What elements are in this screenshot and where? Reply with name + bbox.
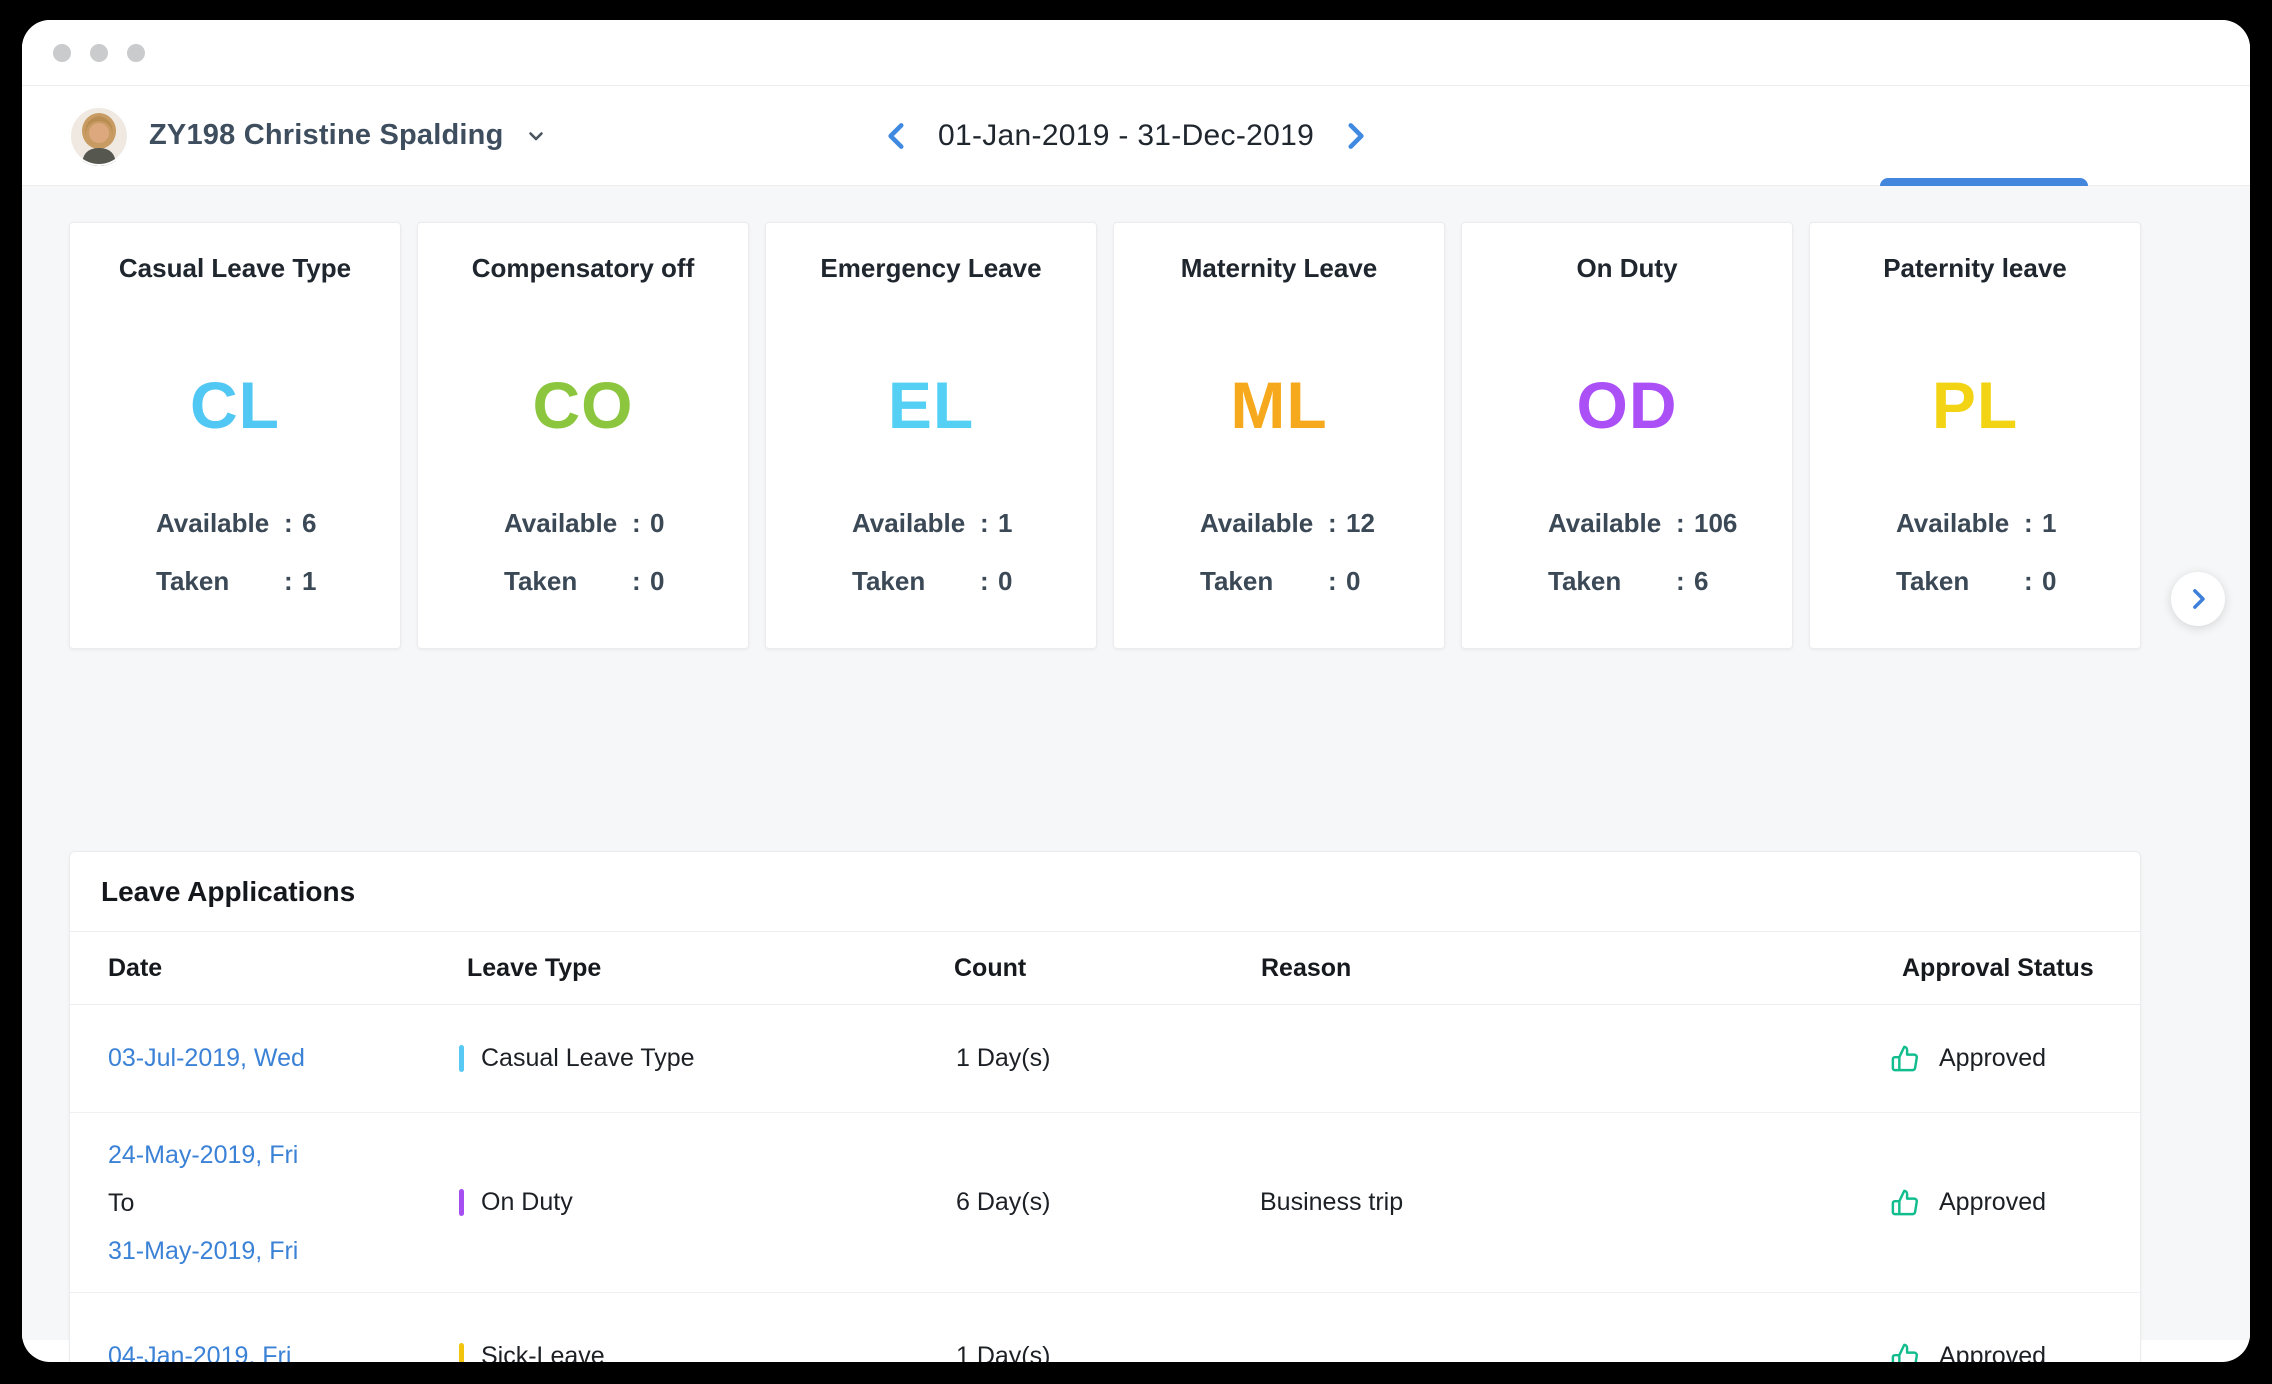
taken-value: 0 [1346, 566, 1361, 596]
available-value: 1 [998, 508, 1013, 538]
approval-status: Approved [1889, 1293, 2046, 1362]
leave-card-title: On Duty [1576, 253, 1678, 283]
leave-date-link[interactable]: 04-Jan-2019, Fri [108, 1341, 292, 1363]
leave-card-onduty: On Duty OD Available:106 Taken:6 [1461, 222, 1793, 649]
window-controls [53, 20, 145, 85]
chevron-right-icon [2193, 589, 2205, 609]
taken-label: Taken [156, 566, 230, 596]
column-header-approval-status: Approval Status [1902, 953, 2094, 982]
taken-label: Taken [1200, 566, 1274, 596]
next-period-button[interactable] [1338, 119, 1372, 153]
employee-name: ZY198 Christine Spalding [149, 119, 504, 151]
leave-card-title: Emergency Leave [820, 253, 1042, 283]
available-label: Available [156, 508, 270, 538]
cards-next-button[interactable] [2171, 572, 2225, 626]
leave-applications-panel: Leave Applications Date Leave Type Count… [69, 851, 2141, 1362]
leave-card-maternity: Maternity Leave ML Available:12 Taken:0 [1113, 222, 1445, 649]
window-control-dot [127, 43, 145, 62]
taken-label: Taken [1548, 566, 1622, 596]
table-row: 03-Jul-2019, Wed Casual Leave Type 1 Day… [70, 1005, 2140, 1113]
taken-label: Taken [852, 566, 926, 596]
employee-selector[interactable]: ZY198 Christine Spalding [69, 86, 548, 185]
leave-type-color-bar [459, 1189, 464, 1216]
window-control-dot [90, 43, 108, 62]
leave-card-title: Casual Leave Type [118, 253, 352, 283]
column-header-date: Date [108, 953, 163, 982]
leave-card-casual: Casual Leave Type CL Available:6 Taken:1 [69, 222, 401, 649]
column-header-leave-type: Leave Type [467, 953, 602, 982]
leave-date-link[interactable]: 03-Jul-2019, Wed [108, 1044, 305, 1072]
available-label: Available [1548, 508, 1662, 538]
taken-value: 1 [302, 566, 317, 596]
approval-status-label: Approved [1939, 1044, 2047, 1072]
column-header-count: Count [954, 953, 1027, 982]
leave-card-title: Paternity leave [1883, 253, 2067, 283]
app-header: ZY198 Christine Spalding 01-Jan-2019 - 3… [22, 86, 2250, 226]
leave-date-link[interactable]: 31-May-2019, Fri [108, 1236, 299, 1265]
available-value: 0 [650, 508, 665, 538]
leave-card-abbr: PL [1931, 368, 2019, 442]
available-value: 106 [1694, 508, 1738, 538]
taken-label: Taken [504, 566, 578, 596]
taken-value: 0 [650, 566, 665, 596]
leave-type-label: Sick-Leave [481, 1341, 605, 1363]
leave-type-label: On Duty [481, 1188, 573, 1216]
leave-type-label: Casual Leave Type [481, 1044, 695, 1072]
column-header-reason: Reason [1261, 953, 1352, 982]
app-window: ZY198 Christine Spalding 01-Jan-2019 - 3… [22, 20, 2250, 1362]
approval-status-label: Approved [1939, 1341, 2047, 1363]
approval-status: Approved [1889, 1005, 2046, 1112]
approval-status-label: Approved [1939, 1188, 2047, 1216]
leave-card-abbr: CO [532, 368, 634, 442]
table-row: 04-Jan-2019, Fri Sick-Leave 1 Day(s) App… [70, 1293, 2140, 1362]
thumbs-up-icon [1889, 1187, 1920, 1218]
prev-period-button[interactable] [880, 119, 914, 153]
leave-card-emergency: Emergency Leave EL Available:1 Taken:0 [765, 222, 1097, 649]
chevron-down-icon [524, 124, 548, 148]
window-titlebar [22, 20, 2250, 86]
taken-value: 0 [2042, 566, 2057, 596]
leave-card-abbr: OD [1576, 368, 1678, 442]
leave-card-compoff: Compensatory off CO Available:0 Taken:0 [417, 222, 749, 649]
taken-label: Taken [1896, 566, 1970, 596]
available-label: Available [1896, 508, 2010, 538]
leave-count: 6 Day(s) [956, 1188, 1051, 1216]
leave-card-abbr: ML [1230, 368, 1328, 442]
leave-card-paternity: Paternity leave PL Available:1 Taken:0 [1809, 222, 2141, 649]
leave-card-title: Maternity Leave [1180, 253, 1378, 283]
leave-card-abbr: CL [190, 368, 280, 442]
content-area: Casual Leave Type CL Available:6 Taken:1… [22, 186, 2250, 1362]
leave-type-color-bar [459, 1342, 464, 1362]
avatar [69, 105, 129, 166]
date-range-to-label: To [108, 1188, 135, 1217]
panel-title: Leave Applications [101, 875, 356, 907]
available-label: Available [852, 508, 966, 538]
window-control-dot [53, 43, 71, 62]
leave-card-title: Compensatory off [471, 253, 695, 283]
leave-type-color-bar [459, 1045, 464, 1072]
taken-value: 0 [998, 566, 1013, 596]
period-label: 01-Jan-2019 - 31-Dec-2019 [938, 119, 1315, 152]
approval-status: Approved [1889, 1113, 2046, 1292]
available-label: Available [504, 508, 618, 538]
leave-card-abbr: EL [887, 368, 975, 442]
table-row: 24-May-2019, Fri To 31-May-2019, Fri On … [70, 1113, 2140, 1293]
leave-count: 1 Day(s) [956, 1341, 1051, 1363]
thumbs-up-icon [1889, 1043, 1920, 1074]
period-navigator: 01-Jan-2019 - 31-Dec-2019 [880, 86, 1372, 186]
available-label: Available [1200, 508, 1314, 538]
thumbs-up-icon [1889, 1341, 1920, 1362]
leave-reason: Business trip [1260, 1188, 1404, 1216]
available-value: 12 [1346, 508, 1375, 538]
available-value: 6 [302, 508, 317, 538]
leave-count: 1 Day(s) [956, 1044, 1051, 1072]
available-value: 1 [2042, 508, 2057, 538]
table-header-row: Date Leave Type Count Reason Approval St… [70, 932, 2140, 1005]
leave-date-link[interactable]: 24-May-2019, Fri [108, 1140, 299, 1169]
taken-value: 6 [1694, 566, 1709, 596]
